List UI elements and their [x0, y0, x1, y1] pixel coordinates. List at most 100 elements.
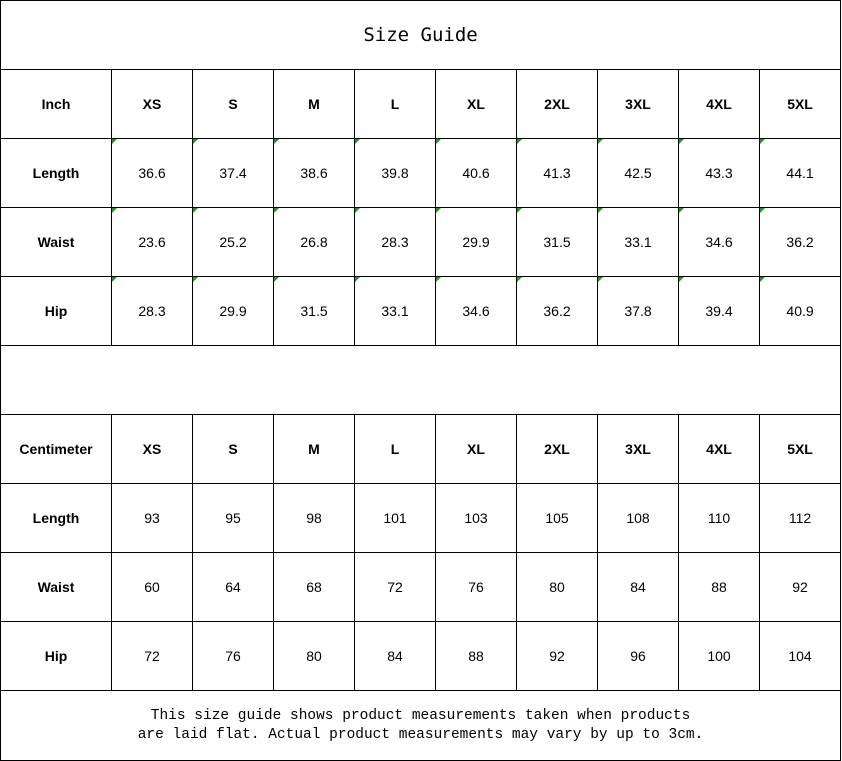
measurement-label-text: Hip: [44, 648, 68, 664]
measurement-value: 92: [516, 621, 598, 691]
measurement-label-text: Hip: [44, 303, 68, 319]
measurement-label: Hip: [0, 621, 112, 691]
measurement-value: 40.6: [435, 138, 517, 208]
measurement-value: 95: [192, 483, 274, 553]
measurement-value: 98: [273, 483, 355, 553]
size-header: S: [192, 414, 274, 484]
measurement-value-text: 28.3: [138, 303, 166, 319]
size-header-text: 5XL: [787, 441, 813, 457]
measurement-value-text: 96: [630, 648, 646, 664]
measurement-value: 37.8: [597, 276, 679, 346]
measurement-value: 64: [192, 552, 274, 622]
measurement-value-text: 88: [711, 579, 727, 595]
size-header-text: M: [308, 96, 320, 112]
measurement-value-text: 25.2: [219, 234, 247, 250]
measurement-label: Waist: [0, 552, 112, 622]
measurement-value: 29.9: [192, 276, 274, 346]
size-header: 4XL: [678, 414, 760, 484]
measurement-value-text: 42.5: [624, 165, 652, 181]
measurement-value: 39.8: [354, 138, 436, 208]
measurement-value: 36.2: [758, 207, 842, 277]
measurement-value-text: 72: [144, 648, 160, 664]
measurement-value-text: 43.3: [705, 165, 733, 181]
measurement-value: 93: [111, 483, 193, 553]
size-header: 2XL: [516, 69, 598, 139]
measurement-value-text: 31.5: [300, 303, 328, 319]
size-header-text: XL: [467, 96, 485, 112]
measurement-value: 100: [678, 621, 760, 691]
comment-indicator-icon: [436, 277, 441, 282]
measurement-value-text: 40.6: [462, 165, 490, 181]
measurement-value-text: 101: [383, 510, 407, 526]
size-header: S: [192, 69, 274, 139]
table-row: Length 93 95 98 101 103 105 108 110 112: [0, 483, 842, 553]
measurement-value: 76: [435, 552, 517, 622]
spacer-row: [0, 345, 842, 415]
measurement-value: 43.3: [678, 138, 760, 208]
measurement-value: 28.3: [354, 207, 436, 277]
size-header-text: L: [390, 96, 400, 112]
comment-indicator-icon: [274, 208, 279, 213]
measurement-value: 105: [516, 483, 598, 553]
measurement-value-text: 110: [707, 510, 731, 526]
measurement-value: 26.8: [273, 207, 355, 277]
table-row: Hip 72 76 80 84 88 92 96 100 104: [0, 621, 842, 691]
measurement-value: 104: [758, 621, 842, 691]
measurement-label-text: Waist: [37, 579, 75, 595]
page-title-text: Size Guide: [363, 24, 478, 46]
measurement-value: 38.6: [273, 138, 355, 208]
measurement-value-text: 36.2: [543, 303, 571, 319]
comment-indicator-icon: [436, 208, 441, 213]
measurement-value: 76: [192, 621, 274, 691]
comment-indicator-icon: [517, 139, 522, 144]
measurement-value: 96: [597, 621, 679, 691]
measurement-value-text: 29.9: [219, 303, 247, 319]
measurement-value-text: 37.8: [624, 303, 652, 319]
size-header-text: 2XL: [544, 441, 570, 457]
measurement-value-text: 104: [788, 648, 812, 664]
measurement-value-text: 26.8: [300, 234, 328, 250]
measurement-value-text: 33.1: [624, 234, 652, 250]
size-header-text: 4XL: [706, 441, 732, 457]
measurement-value-text: 33.1: [381, 303, 409, 319]
measurement-value: 84: [597, 552, 679, 622]
size-header-text: 3XL: [625, 96, 651, 112]
measurement-value-text: 80: [549, 579, 565, 595]
size-header-text: 5XL: [787, 96, 813, 112]
measurement-value-text: 76: [225, 648, 241, 664]
measurement-value-text: 84: [387, 648, 403, 664]
title-row: Size Guide: [0, 0, 842, 70]
table-row: Waist 23.6 25.2 26.8 28.3 29.9 31.5 33.1 34.6 36.…: [0, 207, 842, 277]
size-header: XL: [435, 414, 517, 484]
measurement-label-text: Length: [32, 165, 80, 181]
measurement-value-text: 103: [464, 510, 488, 526]
measurement-value-text: 34.6: [705, 234, 733, 250]
measurement-value-text: 95: [225, 510, 241, 526]
measurement-value: 80: [273, 621, 355, 691]
size-header: L: [354, 414, 436, 484]
measurement-value: 36.2: [516, 276, 598, 346]
measurement-value-text: 44.1: [786, 165, 814, 181]
measurement-label: Hip: [0, 276, 112, 346]
measurement-value-text: 23.6: [138, 234, 166, 250]
comment-indicator-icon: [355, 277, 360, 282]
measurement-value-text: 105: [545, 510, 569, 526]
size-note: This size guide shows product measuremen…: [0, 690, 842, 761]
measurement-value: 103: [435, 483, 517, 553]
measurement-value: 80: [516, 552, 598, 622]
measurement-value: 108: [597, 483, 679, 553]
measurement-value-text: 39.8: [381, 165, 409, 181]
measurement-value: 68: [273, 552, 355, 622]
measurement-value-text: 41.3: [543, 165, 571, 181]
comment-indicator-icon: [274, 277, 279, 282]
measurement-value-text: 36.6: [138, 165, 166, 181]
size-header-text: XS: [142, 96, 162, 112]
unit-label: Centimeter: [0, 414, 112, 484]
size-header-text: 2XL: [544, 96, 570, 112]
size-header: L: [354, 69, 436, 139]
unit-label-text: Inch: [41, 96, 71, 112]
measurement-value-text: 108: [626, 510, 650, 526]
measurement-value: 25.2: [192, 207, 274, 277]
measurement-value: 88: [435, 621, 517, 691]
